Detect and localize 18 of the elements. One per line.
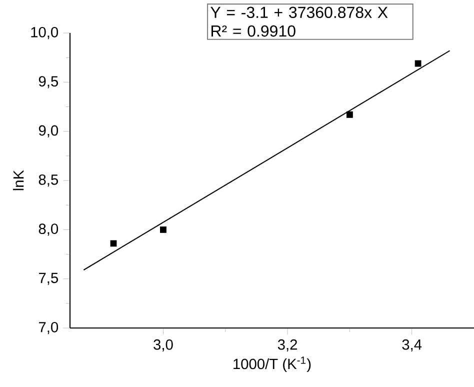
y-tick-label: 8,5 bbox=[38, 174, 58, 187]
y-tick-label: 7,5 bbox=[38, 272, 58, 285]
point bbox=[414, 60, 422, 67]
text: Y = -3.1 + 37360.878x X bbox=[210, 6, 388, 18]
point bbox=[346, 111, 353, 118]
x-tick-label: 3,0 bbox=[154, 339, 173, 352]
y-tick-label: 9,0 bbox=[38, 125, 58, 138]
y-tick-label: 7,0 bbox=[38, 322, 58, 334]
x-axis-title: 1000/T (K$^{-1}$) bbox=[234, 356, 311, 372]
point bbox=[110, 240, 117, 247]
y-axis-title: lnK bbox=[12, 170, 24, 190]
y-tick-label: 10,0 bbox=[31, 26, 58, 40]
y-tick-label: 8,0 bbox=[38, 224, 58, 236]
x-tick-label: 3,2 bbox=[278, 339, 297, 352]
y-tick-label: 9,5 bbox=[38, 76, 58, 88]
annotation: R² = 0.9910 bbox=[212, 25, 296, 37]
x-tick-label: 3,4 bbox=[402, 339, 422, 352]
point bbox=[160, 226, 166, 233]
